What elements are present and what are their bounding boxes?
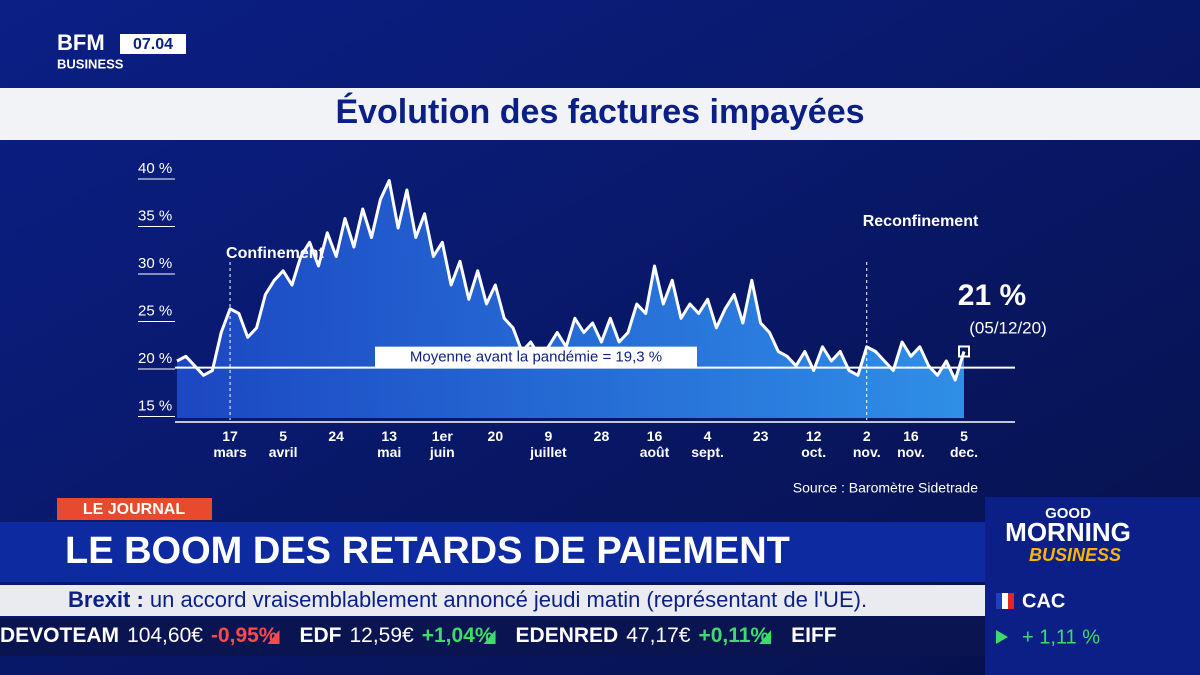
x-tick-line: 24 [328,428,344,444]
x-tick-label: 28 [594,428,610,444]
ticker-change: +1,04% [422,624,494,647]
x-tick-line: oct. [801,444,826,460]
ticker-arrow [759,630,772,644]
x-tick-line: 9 [544,428,552,444]
show-logo: BUSINESS [1029,545,1121,565]
ticker-change: +0,11% [698,624,769,647]
x-tick-line: 1er [432,428,454,444]
last-point [958,345,970,358]
show-panel [985,497,1200,675]
ticker-change: -0,95% [211,624,278,647]
flag [1008,593,1014,609]
x-tick-line: nov. [853,444,881,460]
ticker-name: EIFF [791,624,837,647]
y-tick-label: 35 % [138,207,172,224]
x-tick-label: 16 août [640,428,670,460]
x-tick-label: 2 nov. [853,428,881,460]
headline-bar [0,522,985,582]
area [177,180,964,418]
x-tick-line: 12 [806,428,822,444]
x-tick-label: 24 [328,428,344,444]
x-tick-label: 5 dec. [950,428,978,460]
y-tick-label: 25 % [138,302,172,319]
news-bar [0,585,985,616]
time: 07.04 [133,36,173,53]
x-tick-line: 16 [903,428,919,444]
x-tick-label: 5 avril [269,428,298,460]
x-tick-line: juin [429,444,455,460]
ticker-price: 12,59€ [349,624,414,647]
index-change: + 1,11 % [1022,626,1100,648]
ticker-item: EIFF [791,624,837,647]
y-tick-label: 40 % [138,160,172,177]
reference-label-box [375,346,697,368]
x-tick-line: 16 [647,428,663,444]
x-tick-line: 17 [222,428,238,444]
logo-sub: BUSINESS [57,56,124,71]
ticker-price: 47,17€ [626,624,691,647]
x-tick-line: août [640,444,670,460]
x-tick-line: 4 [704,428,712,444]
ticker-item: DEVOTEAM 104,60€ -0,95% [0,624,278,647]
x-tick-label: 16 nov. [897,428,925,460]
news-key: Brexit : [68,587,144,612]
line [176,179,966,382]
logo: BFM [57,30,105,55]
flag [1002,593,1008,609]
last-value-label: 21 % [958,279,1026,312]
ticker-arrow [483,630,496,644]
ticker-item: EDF 12,59€ +1,04% [299,624,493,647]
x-tick-line: 2 [863,428,871,444]
last-value-date: (05/12/20) [969,318,1047,337]
ticker-price: 104,60€ [127,624,203,647]
x-tick-line: mai [377,444,401,460]
ticker-item: EDENRED 47,17€ +0,11% [516,624,770,647]
x-tick-line: dec. [950,444,978,460]
rubric-box [57,498,212,520]
x-tick-line: mars [213,444,247,460]
x-tick-label: 1er juin [429,428,455,460]
x-tick-label: 13 mai [377,428,401,460]
ticker-arrow [267,630,280,644]
x-tick-label: 17 mars [213,428,247,460]
show-logo: MORNING [1005,517,1131,547]
y-tick-label: 30 % [138,255,172,272]
index-name: CAC [1022,590,1065,612]
chart-title: Évolution des factures impayées [335,93,864,131]
ticker-name: DEVOTEAM [0,624,119,647]
x-tick-line: nov. [897,444,925,460]
annotation: Reconfinement [863,213,979,230]
annotation: Confinement [226,245,324,262]
x-tick-line: 20 [488,428,504,444]
x-tick-line: sept. [691,444,724,460]
x-tick-line: 23 [753,428,769,444]
y-tick-label: 20 % [138,350,172,367]
x-tick-line: avril [269,444,298,460]
x-tick-label: 23 [753,428,769,444]
x-tick-label: 9 juillet [529,428,567,460]
time-box [120,34,186,54]
y-tick-label: 15 % [138,397,172,414]
x-tick-line: 13 [381,428,397,444]
news: Brexit : un accord vraisemblablement ann… [68,587,867,612]
x-tick-line: 5 [279,428,287,444]
reference-label: Moyenne avant la pandémie = 19,3 % [410,349,662,366]
source: Source : Baromètre Sidetrade [793,480,978,496]
flag [996,593,1002,609]
x-tick-label: 12 oct. [801,428,826,460]
rubric: LE JOURNAL [83,501,185,518]
up-icon [996,630,1008,644]
title-bar [0,88,1200,140]
x-tick-line: 5 [960,428,968,444]
news-text: un accord vraisemblablement annoncé jeud… [150,587,867,612]
x-tick-line: juillet [529,444,567,460]
ticker-name: EDF [299,624,341,647]
x-tick-label: 4 sept. [691,428,724,460]
show-logo: GOOD [1045,505,1091,522]
x-tick-label: 20 [488,428,504,444]
ticker-name: EDENRED [516,624,619,647]
x-tick-line: 28 [594,428,610,444]
headline: LE BOOM DES RETARDS DE PAIEMENT [65,530,790,572]
